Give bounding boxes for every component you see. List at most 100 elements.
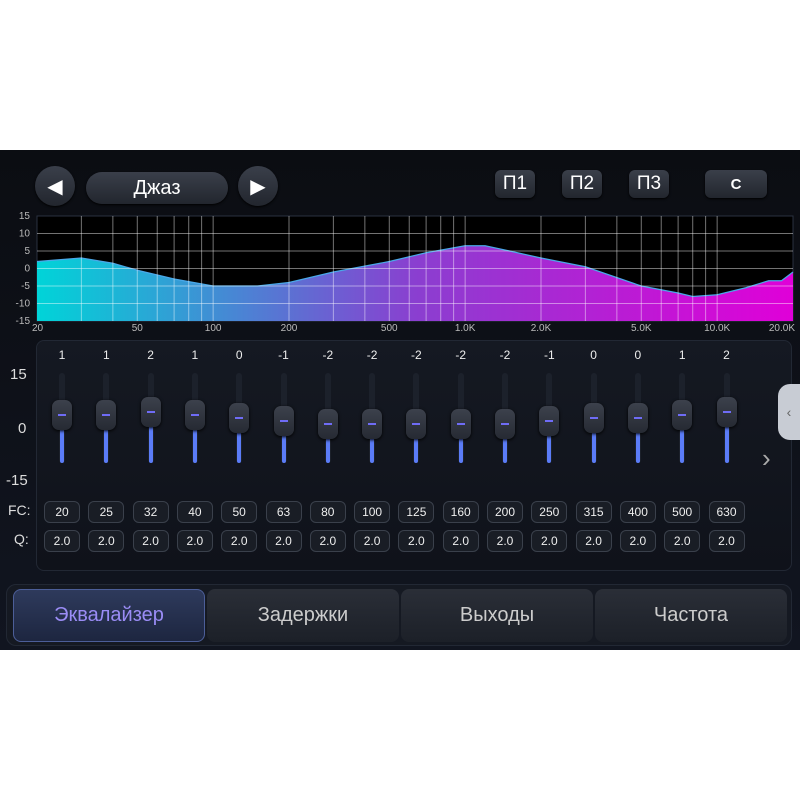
slider-fill bbox=[591, 418, 596, 463]
chevron-right-icon[interactable]: › bbox=[762, 443, 771, 473]
q-field[interactable]: 2.0 bbox=[664, 530, 701, 552]
q-field[interactable]: 2.0 bbox=[531, 530, 568, 552]
q-field[interactable]: 2.0 bbox=[708, 530, 745, 552]
fc-field[interactable]: 160 bbox=[442, 501, 479, 523]
slider-thumb[interactable] bbox=[583, 403, 604, 433]
slider-fill bbox=[370, 424, 375, 463]
q-field[interactable]: 2.0 bbox=[309, 530, 346, 552]
slider-fill bbox=[547, 421, 552, 463]
prev-preset-button[interactable]: ◀ bbox=[35, 166, 75, 206]
fc-field[interactable]: 400 bbox=[619, 501, 656, 523]
slider-thumb[interactable] bbox=[406, 409, 427, 439]
chevron-left-icon: ‹ bbox=[786, 404, 792, 420]
tab-delays[interactable]: Задержки bbox=[207, 589, 399, 642]
tab-frequency[interactable]: Частота bbox=[595, 589, 787, 642]
band-gain: 1 bbox=[58, 348, 66, 362]
slider-thumb[interactable] bbox=[229, 403, 250, 433]
fc-field[interactable]: 32 bbox=[132, 501, 169, 523]
y-tick-label: -5 bbox=[21, 281, 30, 292]
triangle-left-icon: ◀ bbox=[47, 175, 63, 198]
preset-p2-button[interactable]: П2 bbox=[562, 170, 602, 198]
slider-thumb[interactable] bbox=[716, 397, 737, 427]
fc-label: FC: bbox=[8, 502, 31, 518]
y-tick-label: -10 bbox=[16, 299, 31, 310]
x-tick-label: 10.0K bbox=[704, 323, 730, 334]
slider-thumb[interactable] bbox=[450, 409, 471, 439]
slider-thumb[interactable] bbox=[184, 400, 205, 430]
preset-name[interactable]: Джаз bbox=[86, 172, 228, 204]
band-gain: -2 bbox=[366, 348, 378, 362]
q-field[interactable]: 2.0 bbox=[487, 530, 523, 552]
q-field[interactable]: 2.0 bbox=[575, 530, 612, 552]
y-tick-label: 5 bbox=[24, 246, 30, 257]
q-field[interactable]: 2.0 bbox=[265, 530, 302, 552]
slider-thumb[interactable] bbox=[140, 397, 161, 427]
band-gain: -2 bbox=[411, 348, 422, 362]
q-label: Q: bbox=[14, 531, 29, 547]
response-area bbox=[37, 245, 793, 321]
slider-fill bbox=[724, 412, 729, 463]
slider-thumb[interactable] bbox=[52, 400, 72, 430]
q-field[interactable]: 2.0 bbox=[44, 530, 80, 552]
slider-fill bbox=[281, 421, 286, 463]
band-gain: 2 bbox=[147, 348, 154, 362]
band-gain: 0 bbox=[235, 348, 243, 362]
slider-thumb[interactable] bbox=[96, 400, 117, 430]
fc-field[interactable]: 200 bbox=[487, 501, 523, 523]
preset-p3-button[interactable]: П3 bbox=[629, 170, 669, 198]
slider-fill bbox=[148, 412, 153, 463]
fc-field[interactable]: 20 bbox=[44, 501, 80, 523]
fc-field[interactable]: 250 bbox=[531, 501, 568, 523]
fc-field[interactable]: 50 bbox=[221, 501, 258, 523]
x-tick-label: 500 bbox=[381, 323, 398, 334]
band-gain: 1 bbox=[678, 348, 686, 362]
tab-equalizer[interactable]: Эквалайзер bbox=[13, 589, 205, 642]
slider-thumb[interactable] bbox=[672, 400, 693, 430]
slider-thumb[interactable] bbox=[495, 409, 515, 439]
tab-outputs[interactable]: Выходы bbox=[401, 589, 593, 642]
scale-max: 15 bbox=[10, 366, 27, 383]
slider-fill bbox=[414, 424, 419, 463]
preset-p1-button[interactable]: П1 bbox=[495, 170, 535, 198]
side-panel-handle[interactable]: ‹ bbox=[778, 384, 800, 440]
slider-fill bbox=[635, 418, 640, 463]
slider-fill bbox=[458, 424, 463, 463]
triangle-right-icon: ▶ bbox=[250, 175, 266, 198]
bottom-tabs: Эквалайзер Задержки Выходы Частота bbox=[6, 584, 792, 646]
slider-thumb[interactable] bbox=[627, 403, 648, 433]
band-gain: 1 bbox=[102, 348, 110, 362]
slider-thumb[interactable] bbox=[362, 409, 383, 439]
fc-field[interactable]: 25 bbox=[88, 501, 125, 523]
x-tick-label: 20 bbox=[32, 323, 44, 334]
q-field[interactable]: 2.0 bbox=[221, 530, 258, 552]
fc-field[interactable]: 100 bbox=[354, 501, 391, 523]
fc-field[interactable]: 630 bbox=[708, 501, 745, 523]
y-tick-label: -15 bbox=[16, 316, 31, 327]
q-field[interactable]: 2.0 bbox=[176, 530, 213, 552]
fc-field[interactable]: 125 bbox=[398, 501, 435, 523]
slider-thumb[interactable] bbox=[539, 406, 560, 436]
q-field[interactable]: 2.0 bbox=[132, 530, 169, 552]
fc-field[interactable]: 40 bbox=[176, 501, 213, 523]
slider-fill bbox=[503, 424, 507, 463]
q-field[interactable]: 2.0 bbox=[619, 530, 656, 552]
slider-fill bbox=[325, 424, 330, 463]
slider-fill bbox=[104, 415, 109, 463]
q-field[interactable]: 2.0 bbox=[354, 530, 391, 552]
fc-field[interactable]: 80 bbox=[309, 501, 346, 523]
q-field[interactable]: 2.0 bbox=[398, 530, 435, 552]
slider-thumb[interactable] bbox=[317, 409, 338, 439]
next-preset-button[interactable]: ▶ bbox=[238, 166, 278, 206]
fc-field[interactable]: 500 bbox=[664, 501, 701, 523]
fc-field[interactable]: 315 bbox=[575, 501, 612, 523]
scale-min: -15 bbox=[6, 472, 28, 489]
band-gain: -1 bbox=[543, 348, 555, 362]
reset-button[interactable]: C bbox=[705, 170, 767, 198]
q-field[interactable]: 2.0 bbox=[88, 530, 125, 552]
band-gain: -2 bbox=[499, 348, 511, 362]
q-field[interactable]: 2.0 bbox=[442, 530, 479, 552]
slider-fill bbox=[680, 415, 685, 463]
slider-thumb[interactable] bbox=[273, 406, 294, 436]
fc-field[interactable]: 63 bbox=[265, 501, 302, 523]
